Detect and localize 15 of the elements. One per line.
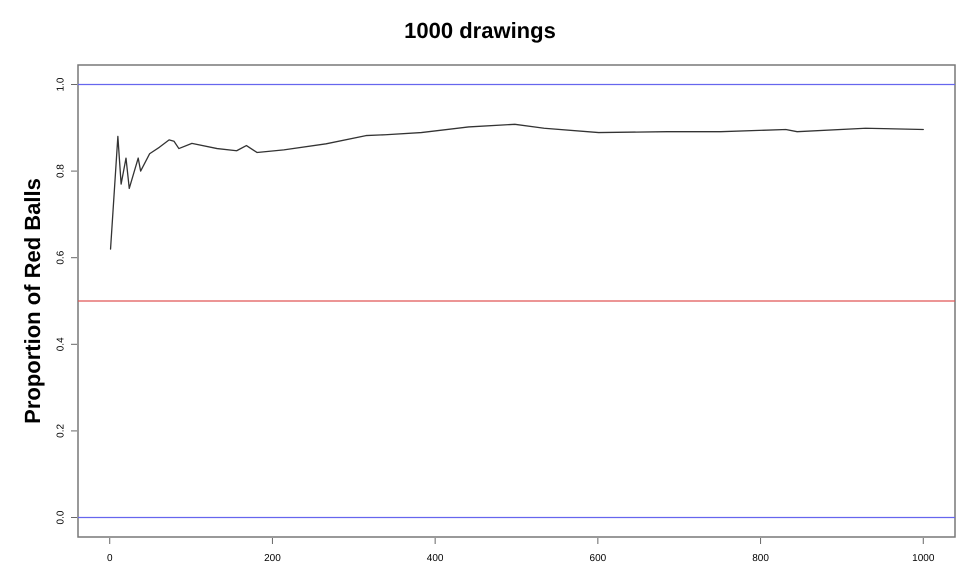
line-series xyxy=(110,124,924,250)
x-tick-label: 600 xyxy=(590,553,607,564)
y-axis-title: Proportion of Red Balls xyxy=(20,178,45,424)
y-tick-label: 0.8 xyxy=(56,164,67,178)
y-tick-label: 0.0 xyxy=(56,510,67,524)
y-tick-label: 0.2 xyxy=(56,424,67,438)
x-tick-label: 200 xyxy=(264,553,282,564)
x-tick-label: 0 xyxy=(106,553,113,564)
y-tick-label: 1.0 xyxy=(56,77,67,92)
x-tick-label: 400 xyxy=(426,553,444,564)
x-tick-label: 800 xyxy=(752,553,770,564)
y-tick-label: 0.6 xyxy=(56,250,67,265)
x-tick-label: 1000 xyxy=(912,553,935,564)
chart-title: 1000 drawings xyxy=(404,18,556,43)
y-tick-label: 0.4 xyxy=(56,336,67,352)
